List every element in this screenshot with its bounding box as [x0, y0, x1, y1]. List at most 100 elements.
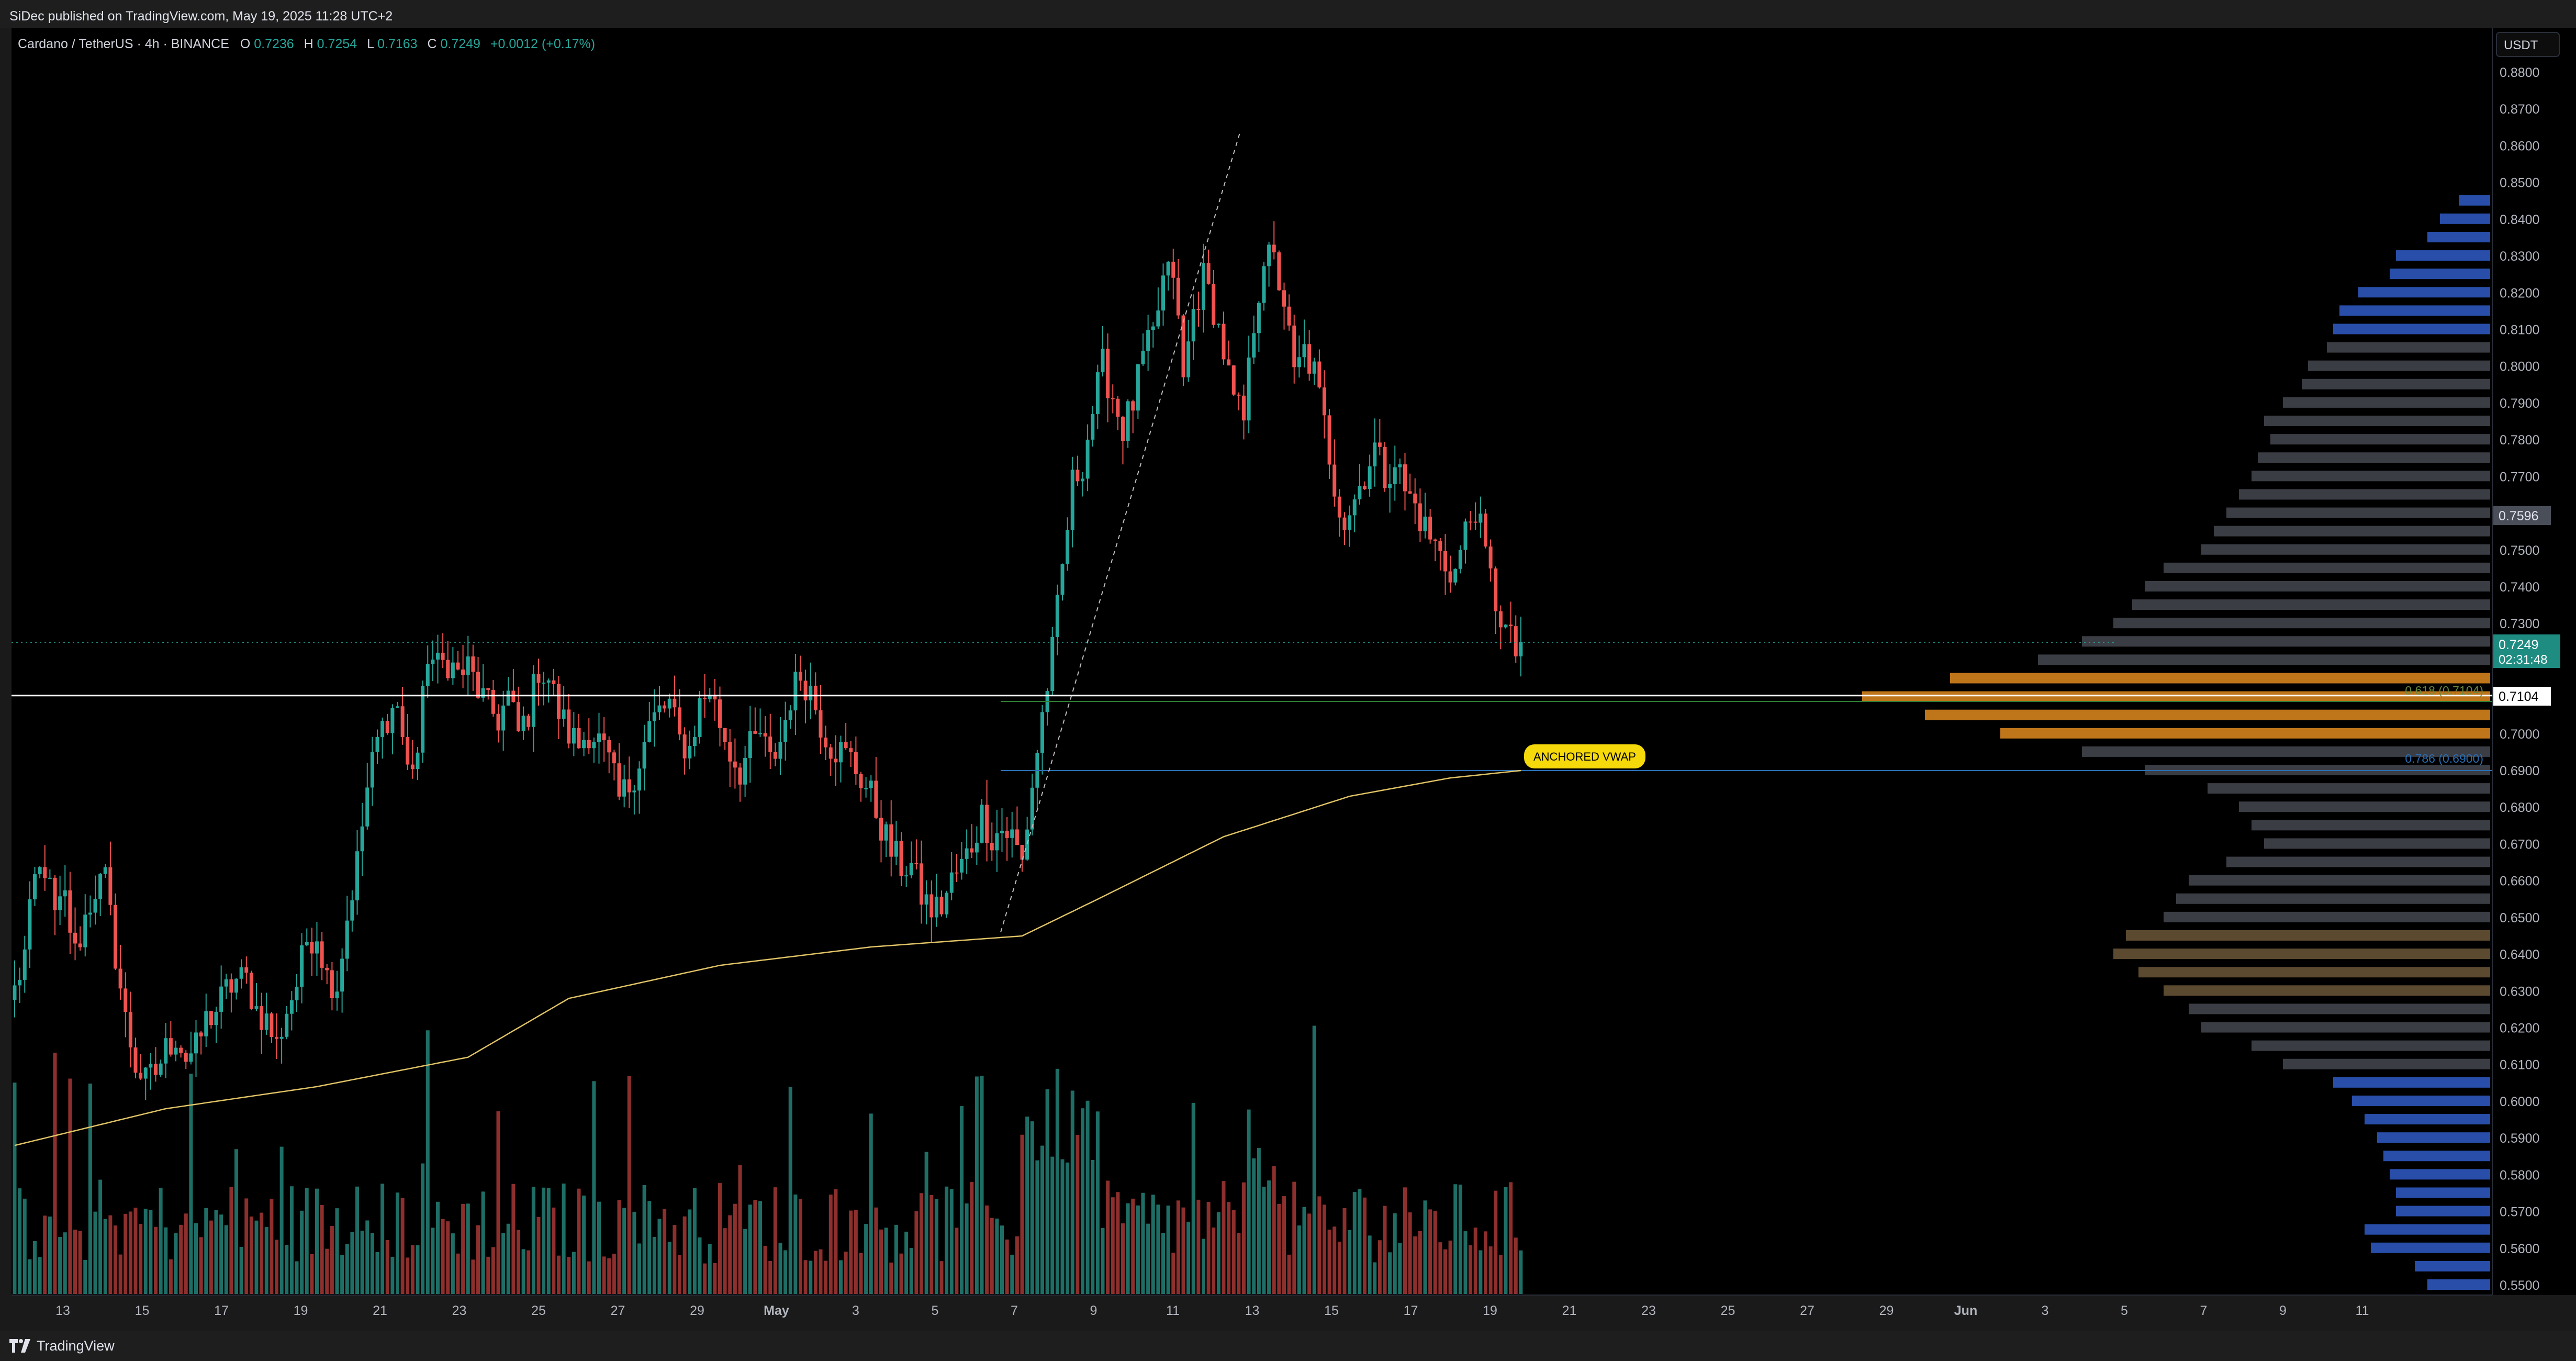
volume-bar: [828, 1195, 833, 1294]
price-tick-label: 0.6300: [2500, 984, 2539, 999]
volume-profile-row: [2189, 1003, 2490, 1014]
volume-bar: [773, 1187, 777, 1294]
candle-body: [703, 698, 707, 699]
currency-button[interactable]: USDT: [2496, 32, 2560, 57]
volume-bar: [758, 1201, 762, 1294]
symbol-header: Cardano / TetherUS · 4h · BINANCE O 0.72…: [18, 37, 595, 51]
time-tick-label: 13: [55, 1303, 70, 1318]
badge-0-7596: 0.7596: [2493, 506, 2551, 525]
low-value: 0.7163: [377, 37, 417, 51]
volume-bar: [1151, 1195, 1155, 1294]
candle-body: [859, 774, 863, 788]
time-axis[interactable]: 13 15 17 19 21 23 25 27 29 May 3 5 7 9 11 13 15 17 19 21 23 2…: [55, 1303, 2369, 1318]
candle-body: [889, 824, 893, 857]
open-label: O: [240, 37, 250, 51]
volume-bar: [1473, 1228, 1477, 1294]
candle-body: [53, 877, 57, 910]
volume-bar: [854, 1209, 858, 1294]
volume-bar: [763, 1245, 767, 1294]
volume-bar: [108, 1215, 113, 1294]
volume-bar: [229, 1187, 233, 1294]
candle-body: [1428, 516, 1432, 540]
candle-body: [1151, 326, 1155, 330]
candle-body: [446, 660, 450, 678]
volume-profile-row: [2333, 323, 2490, 334]
volume-bar: [214, 1210, 218, 1294]
volume-profile-row: [2339, 305, 2490, 316]
candle-body: [103, 867, 107, 874]
volume-bar: [33, 1241, 37, 1294]
volume-bar: [1519, 1250, 1523, 1294]
candle-body: [285, 1013, 289, 1037]
price-chart[interactable]: 0.8800 0.8700 0.8600 0.8500 0.8400 0.8300 0.82…: [0, 0, 2576, 1331]
time-tick-label: 15: [1324, 1303, 1339, 1318]
volume-bar: [234, 1149, 238, 1294]
volume-profile-row: [2214, 526, 2490, 537]
volume-bar: [884, 1228, 888, 1294]
volume-profile-row: [2283, 1058, 2490, 1069]
candle-body: [345, 920, 349, 959]
candle-body: [521, 716, 525, 731]
candle-body: [1368, 466, 1372, 489]
candle-body: [184, 1053, 188, 1062]
candle-body: [1020, 845, 1024, 860]
volume-bar: [1287, 1254, 1291, 1294]
candle-body: [990, 843, 994, 851]
volume-bar: [279, 1146, 284, 1294]
candle-body: [63, 890, 67, 897]
candle-body: [416, 752, 420, 769]
volume-bar: [1433, 1211, 1437, 1294]
candle-body: [1101, 349, 1105, 373]
publisher-bar: SiDec published on TradingView.com, May …: [0, 0, 2576, 28]
time-tick-label: 11: [1166, 1303, 1180, 1318]
fib-786-label: 0.786 (0.6900): [2405, 752, 2483, 765]
volume-bar: [1418, 1231, 1422, 1294]
volume-bar: [1252, 1158, 1256, 1294]
candle-body: [673, 698, 677, 708]
volume-bar: [124, 1213, 128, 1294]
candle-body: [58, 896, 62, 910]
candle-body: [234, 978, 238, 993]
volume-bar: [169, 1259, 173, 1294]
volume-profile-row: [2365, 1224, 2490, 1235]
volume-bar: [194, 1223, 198, 1294]
candle-body: [1227, 359, 1231, 366]
candle-body: [1307, 344, 1312, 374]
volume-profile-row: [2252, 471, 2490, 482]
candle-body: [219, 986, 223, 1012]
candle-body: [1403, 464, 1407, 492]
volume-bar: [698, 1237, 702, 1294]
volume-bar: [819, 1249, 823, 1294]
volume-profile-row: [2371, 1242, 2490, 1253]
candle-body: [279, 1036, 284, 1039]
volume-profile-row: [2258, 452, 2490, 463]
volume-bar: [159, 1187, 163, 1294]
candle-body: [698, 698, 702, 737]
volume-bar: [839, 1260, 843, 1294]
volume-bar: [88, 1083, 92, 1294]
candle-body: [1237, 394, 1241, 396]
volume-bar: [1393, 1213, 1397, 1294]
candle-body: [879, 818, 883, 841]
volume-bar: [1363, 1197, 1367, 1294]
candle-body: [1448, 571, 1452, 583]
time-tick-label: 17: [214, 1303, 229, 1318]
candle-body: [758, 733, 762, 734]
volume-bar: [441, 1219, 445, 1294]
volume-bar: [396, 1192, 399, 1294]
volume-bar: [305, 1187, 309, 1294]
candle-body: [159, 1063, 163, 1075]
volume-profile-row: [1862, 691, 2490, 702]
candle-body: [209, 1011, 213, 1025]
volume-bar: [602, 1256, 606, 1294]
price-tick-label: 0.5700: [2500, 1205, 2539, 1220]
anchored-vwap-label[interactable]: ANCHORED VWAP: [1524, 744, 1645, 768]
volume-bar: [1494, 1190, 1498, 1294]
candle-body: [567, 709, 571, 744]
candle-body: [28, 899, 32, 950]
candle-body: [733, 761, 737, 768]
candle-body: [83, 914, 87, 947]
volume-bar: [688, 1209, 692, 1294]
volume-profile-row: [2226, 507, 2490, 518]
volume-bar: [728, 1215, 732, 1294]
